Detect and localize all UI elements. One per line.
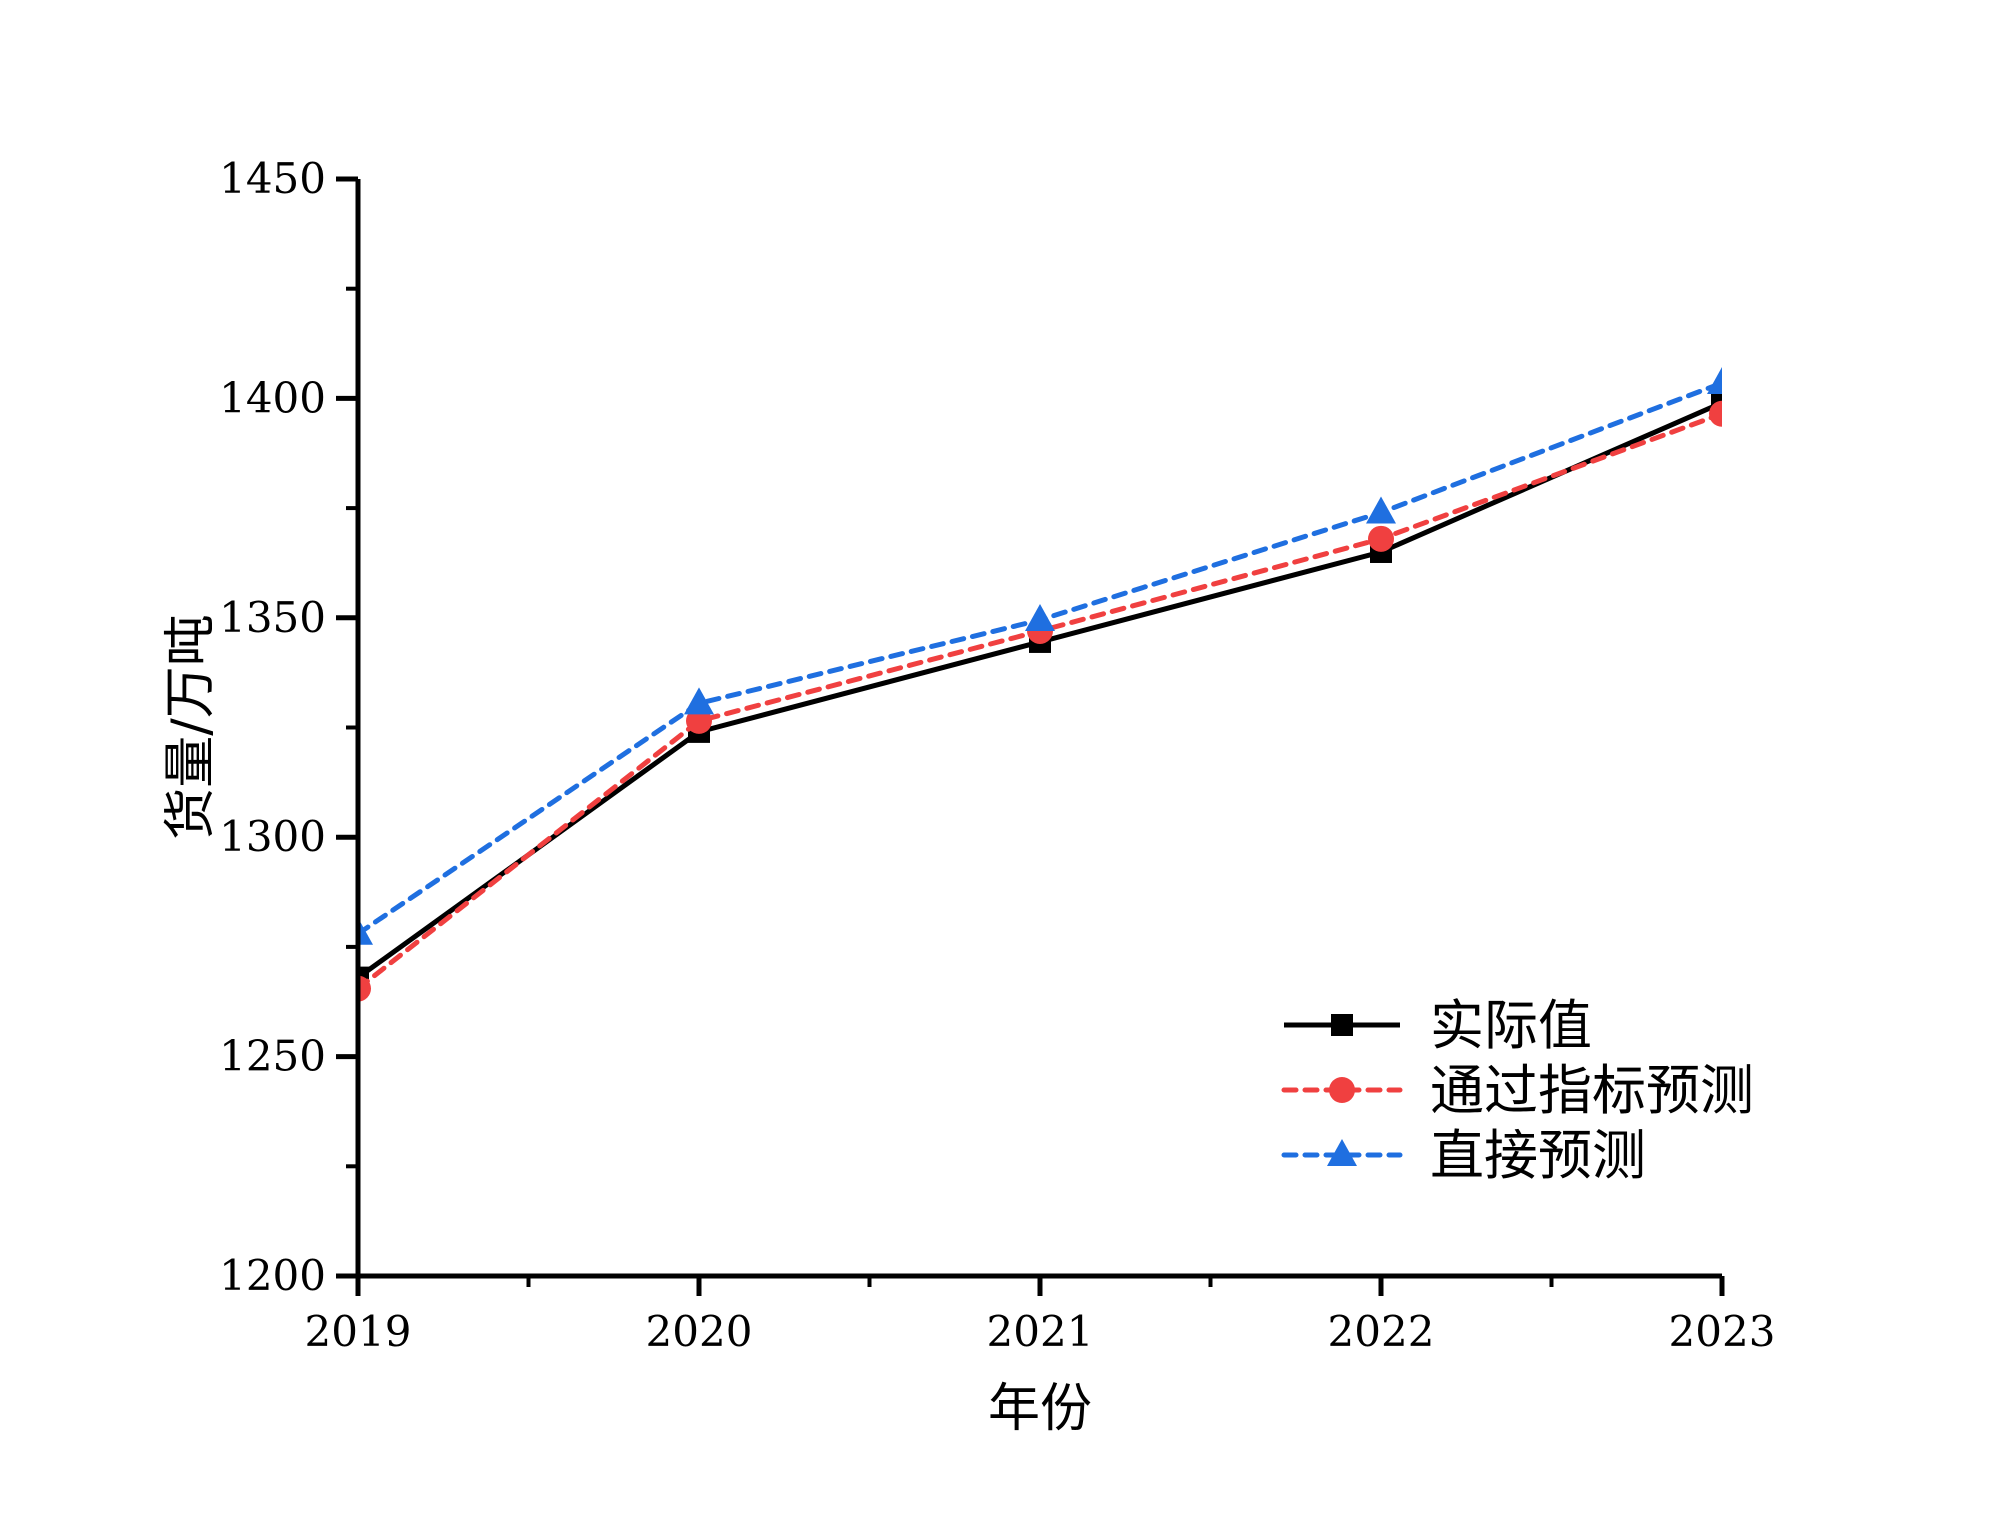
x-tick-label: 2022 xyxy=(1328,1307,1435,1356)
y-tick-label: 1350 xyxy=(219,593,326,642)
x-tick-label: 2021 xyxy=(987,1307,1094,1356)
x-tick-label: 2023 xyxy=(1669,1307,1776,1356)
x-tick-label: 2020 xyxy=(646,1307,753,1356)
data-point-2-0 xyxy=(358,917,373,945)
y-tick-label: 1250 xyxy=(219,1032,326,1081)
data-point-1-0 xyxy=(358,975,371,1002)
y-tick-label: 1300 xyxy=(219,812,326,861)
series-line-2 xyxy=(358,380,1722,937)
legend-marker-1 xyxy=(1329,1077,1355,1103)
legend-marker-2 xyxy=(1327,1139,1357,1166)
data-point-2-1 xyxy=(684,687,714,715)
x-axis-title: 年份 xyxy=(988,1379,1092,1439)
x-tick-label: 2019 xyxy=(305,1307,412,1356)
legend-label-2: 直接预测 xyxy=(1430,1124,1646,1187)
series-line-1 xyxy=(358,411,1722,992)
data-point-1-1 xyxy=(686,707,712,734)
data-point-2-2 xyxy=(1025,603,1055,631)
legend-marker-0 xyxy=(1331,1014,1353,1036)
legend-label-0: 实际值 xyxy=(1430,994,1592,1057)
legend-label-1: 通过指标预测 xyxy=(1430,1059,1754,1122)
data-point-2-4 xyxy=(1707,367,1722,395)
data-point-1-4 xyxy=(1709,400,1722,427)
data-point-2-3 xyxy=(1366,496,1396,524)
data-point-1-3 xyxy=(1368,525,1394,552)
y-tick-label: 1400 xyxy=(219,373,326,422)
y-tick-label: 1200 xyxy=(219,1251,326,1300)
y-tick-label: 1450 xyxy=(219,154,326,203)
y-axis-title: 货量/万吨 xyxy=(161,614,221,840)
